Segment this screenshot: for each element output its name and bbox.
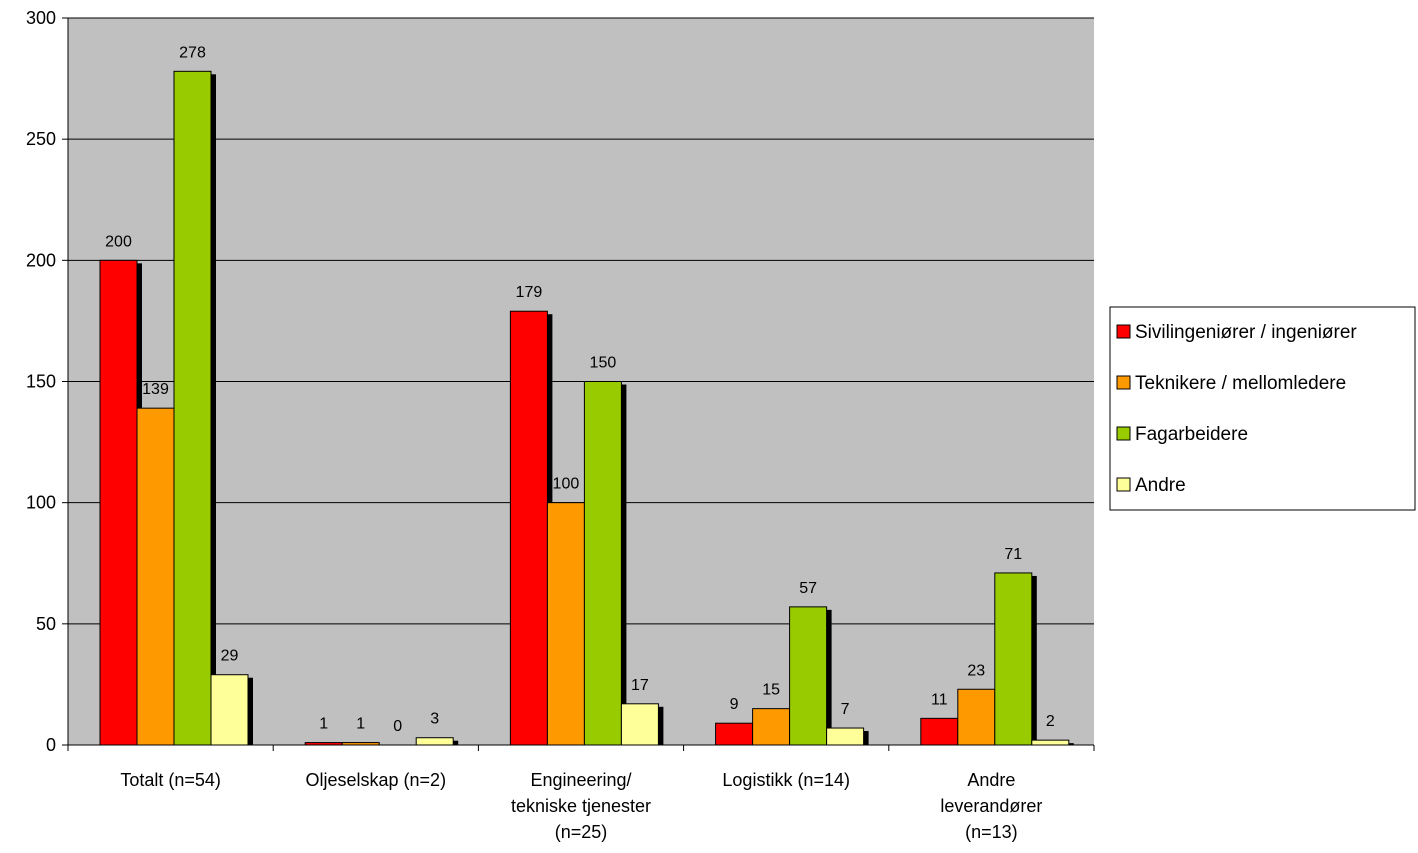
x-tick-label-line: Totalt (n=54) (120, 770, 221, 790)
x-tick-label-line: Engineering/ (530, 770, 631, 790)
data-label: 1 (356, 716, 365, 733)
legend-label: Sivilingeniører / ingeniører (1135, 322, 1357, 343)
legend-swatch (1116, 324, 1131, 339)
legend-swatch (1116, 426, 1131, 441)
legend-swatch (1116, 477, 1131, 492)
data-label: 11 (931, 691, 948, 708)
bar (994, 572, 1033, 746)
y-axis-ticks: 0 50 100 150 200 250 300 (26, 8, 68, 755)
data-label: 0 (393, 718, 402, 735)
y-tick-label: 300 (26, 8, 56, 28)
bar (583, 381, 622, 746)
data-label: 9 (730, 696, 739, 713)
data-label: 29 (221, 648, 239, 665)
bar (210, 674, 249, 746)
bar (752, 708, 791, 746)
legend-box (1109, 306, 1416, 511)
bar (1031, 739, 1070, 746)
y-tick-label: 100 (26, 493, 56, 513)
x-tick-label-line: Oljeselskap (n=2) (306, 770, 447, 790)
data-label: 278 (179, 44, 206, 61)
data-label: 57 (799, 580, 817, 597)
x-tick-label: Logistikk (n=14) (722, 770, 850, 790)
data-label: 23 (967, 662, 985, 679)
data-label: 150 (590, 355, 617, 372)
data-label: 139 (142, 381, 169, 398)
bar (173, 70, 212, 746)
x-tick-label: Oljeselskap (n=2) (306, 770, 447, 790)
y-tick-label: 50 (36, 614, 56, 634)
bar (620, 703, 659, 746)
x-tick-label-line: Logistikk (n=14) (722, 770, 850, 790)
bar (920, 717, 959, 746)
x-tick-label: Engineering/tekniske tjenester (n=25) (511, 770, 651, 842)
legend-swatch (1116, 375, 1131, 390)
data-label: 71 (1004, 546, 1022, 563)
data-label: 200 (105, 233, 132, 250)
bar (789, 606, 828, 746)
y-tick-label: 150 (26, 372, 56, 392)
data-label: 2 (1046, 713, 1055, 730)
x-tick-label-line: tekniske tjenester (511, 796, 651, 816)
x-tick-label-line: (n=13) (965, 822, 1018, 842)
legend: Sivilingeniører / ingeniører Teknikere / … (1109, 306, 1416, 511)
legend-label: Teknikere / mellomledere (1135, 373, 1346, 394)
x-tick-label-line: (n=25) (555, 822, 608, 842)
bar (826, 727, 865, 746)
x-tick-label-line: leverandører (940, 796, 1042, 816)
data-label: 1 (319, 716, 328, 733)
data-label: 7 (841, 701, 850, 718)
x-tick-label-line: Andre (967, 770, 1015, 790)
bar (957, 688, 996, 746)
data-label: 17 (631, 677, 649, 694)
legend-label: Andre (1135, 475, 1186, 496)
data-label: 179 (516, 284, 543, 301)
bar (546, 502, 585, 746)
bar (136, 407, 175, 746)
x-tick-label: Andre leverandører (n=13) (940, 770, 1042, 842)
y-tick-label: 0 (46, 735, 56, 755)
x-axis-ticks: Totalt (n=54) Oljeselskap (n=2) Engineerin… (67, 745, 1095, 842)
legend-label: Fagarbeidere (1135, 424, 1248, 445)
bar (415, 737, 454, 746)
data-label: 15 (762, 682, 780, 699)
y-tick-label: 200 (26, 250, 56, 270)
x-tick-label: Totalt (n=54) (120, 770, 221, 790)
bar (99, 259, 138, 746)
data-label: 3 (430, 711, 439, 728)
bar (509, 310, 548, 746)
y-tick-label: 250 (26, 129, 56, 149)
bar (715, 722, 754, 746)
bars (99, 70, 1074, 746)
data-label: 100 (553, 476, 580, 493)
